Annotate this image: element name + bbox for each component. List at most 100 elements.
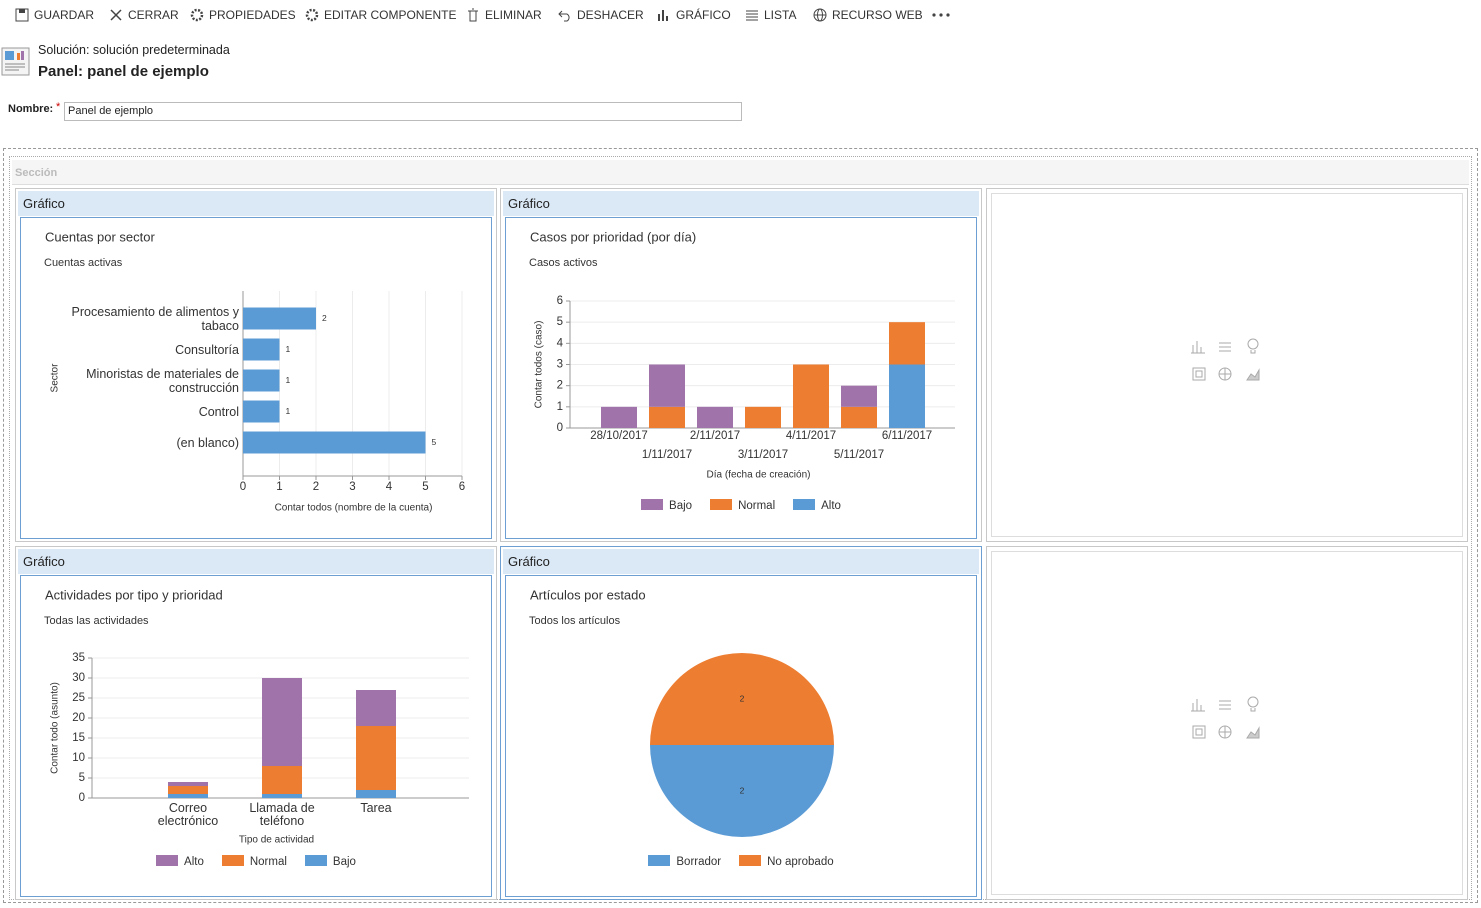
chart-title: Cuentas por sector (45, 229, 156, 244)
solution-label: Solución: solución predeterminada (38, 43, 230, 57)
toolbar-button[interactable]: EDITAR COMPONENTE (305, 8, 456, 22)
bar-segment (356, 790, 396, 798)
toolbar-button[interactable]: LISTA (745, 8, 796, 22)
button-label: GUARDAR (34, 8, 95, 22)
chart-panel[interactable]: Gráfico Actividades por tipo y prioridad T… (15, 546, 497, 900)
chart-svg: Cuentas por sector Cuentas activas 0 1 2 3 4 5 6… (44, 229, 465, 514)
legend-swatch (304, 855, 327, 866)
y-tick-label: 2 (557, 380, 563, 392)
toolbar-button[interactable]: RECURSO WEB (813, 8, 923, 22)
panel-title: Gráfico (503, 191, 979, 216)
pie-slice (650, 653, 834, 745)
panel-title: Gráfico (503, 549, 979, 574)
bar (243, 307, 316, 330)
x-tick-label: Tarea (360, 801, 392, 815)
bar (243, 338, 280, 361)
x-tick-label: 3/11/2017 (738, 449, 788, 461)
x-tick-label: 4/11/2017 (786, 430, 836, 442)
bar (243, 400, 280, 423)
legend-label: Normal (738, 500, 776, 512)
x-tick-label: 5/11/2017 (834, 449, 884, 461)
more-button[interactable] (932, 11, 950, 19)
name-input[interactable]: Panel de ejemplo (64, 102, 742, 121)
y-tick-label: Consultoría (175, 342, 239, 357)
button-label: LISTA (764, 8, 797, 22)
x-tick-label: 1 (276, 481, 282, 493)
y-tick-label: 10 (72, 752, 85, 764)
legend-item: Bajo (641, 499, 692, 512)
panel-title: Gráfico (18, 549, 494, 574)
chart-subtitle: Cuentas activas (44, 257, 123, 269)
component-icons (1191, 338, 1260, 381)
toolbar-button[interactable]: DESHACER (558, 8, 644, 22)
page-title: Panel: panel de ejemplo (38, 63, 209, 80)
chart-subtitle: Todos los artículos (529, 615, 621, 627)
toolbar-button[interactable]: ELIMINAR (466, 8, 542, 22)
x-axis-label: Tipo de actividad (239, 835, 314, 846)
x-tick-label: 0 (240, 481, 246, 493)
x-axis-label: Contar todos (nombre de la cuenta) (275, 503, 433, 514)
bar-segment (889, 364, 925, 428)
legend-swatch (156, 855, 179, 866)
panel-title: Gráfico (18, 191, 494, 216)
x-tick-label: 6/11/2017 (882, 430, 932, 442)
button-label: DESHACER (577, 8, 644, 22)
chart-panel[interactable]: Gráfico Casos por prioridad (por día) Caso… (500, 188, 982, 542)
legend: Bajo Normal Alto (506, 499, 976, 512)
legend-item: Normal (710, 499, 775, 512)
x-tick-label: 2/11/2017 (690, 430, 740, 442)
button-label: EDITAR COMPONENTE (324, 8, 457, 22)
legend-swatch (710, 499, 733, 510)
bar-segment (168, 786, 208, 794)
toolbar-button[interactable]: CERRAR (109, 8, 179, 22)
y-tick-label: 1 (557, 401, 563, 413)
x-tick-label: 1/11/2017 (642, 449, 692, 461)
y-tick-label: 4 (557, 337, 564, 349)
bar-segment (262, 766, 302, 794)
bar-segment (356, 690, 396, 726)
chart-panel[interactable]: Gráfico Cuentas por sector Cuentas activas… (15, 188, 497, 542)
chart: Actividades por tipo y prioridad Todas la… (20, 575, 492, 897)
chart-title: Casos por prioridad (por día) (530, 229, 696, 244)
legend-swatch (648, 855, 671, 866)
toolbar-button[interactable]: PROPIEDADES (190, 8, 296, 22)
x-tick-label: Correo electrónico (157, 801, 219, 828)
bar-segment (697, 406, 733, 428)
legend: Borrador No aprobado (506, 855, 976, 868)
toolbar-button[interactable]: GRÁFICO (657, 8, 731, 22)
legend-label: Alto (184, 856, 204, 868)
chart-panel[interactable]: Gráfico Artículos por estado Todos los art… (500, 546, 982, 900)
x-tick-label: Llamada de teléfono (249, 801, 315, 828)
pie-slice (650, 745, 834, 837)
y-tick-label: 30 (72, 672, 85, 684)
bar-segment (841, 385, 877, 407)
legend-item: Borrador (648, 855, 721, 868)
y-tick-label: 3 (557, 359, 563, 371)
empty-panel[interactable] (986, 188, 1468, 542)
button-label: RECURSO WEB (832, 8, 923, 22)
x-tick-label: 5 (422, 481, 428, 493)
solution-icon (1, 47, 30, 76)
y-tick-label: 6 (557, 295, 563, 307)
chart-svg: Casos por prioridad (por día) Casos activ… (529, 229, 955, 481)
y-tick-label: 5 (79, 772, 85, 784)
section-header (12, 160, 1469, 185)
legend-label: Normal (249, 856, 287, 868)
x-tick-label: 28/10/2017 (590, 430, 648, 442)
y-axis-label: Contar todo (asunto) (50, 682, 61, 774)
bar-segment (649, 364, 685, 407)
value-label: 2 (740, 785, 745, 795)
section-label: Sección (15, 167, 58, 179)
value-label: 1 (286, 406, 291, 416)
required-mark: * (56, 101, 61, 113)
empty-panel[interactable] (986, 546, 1468, 900)
chart-title: Actividades por tipo y prioridad (45, 587, 223, 602)
y-tick-label: Procesamiento de alimentos y tabaco (71, 304, 239, 333)
toolbar-button[interactable]: GUARDAR (15, 8, 94, 22)
y-tick-label: 35 (72, 652, 85, 664)
legend-swatch (739, 855, 762, 866)
bar-segment (745, 406, 781, 428)
bar-segment (262, 678, 302, 766)
bar-segment (601, 406, 637, 428)
